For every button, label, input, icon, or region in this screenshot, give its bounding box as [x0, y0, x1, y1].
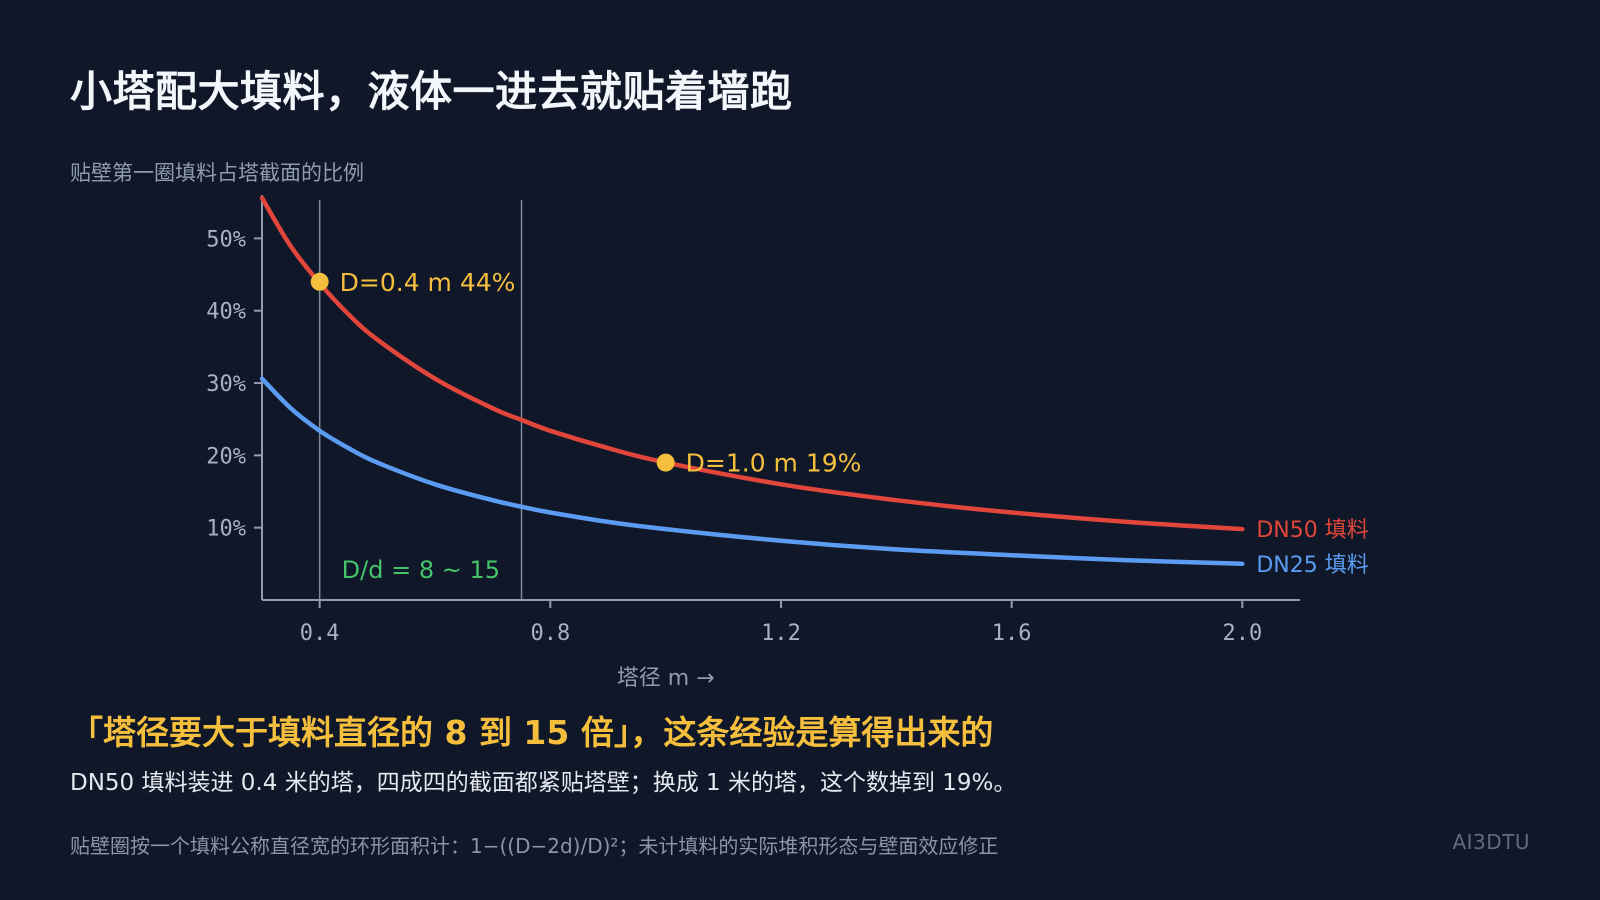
annotation-label: D=1.0 m 19% — [686, 449, 862, 478]
range-label: D/d = 8 ~ 15 — [342, 556, 500, 584]
y-tick-label: 40% — [206, 300, 246, 325]
annotation-point — [310, 272, 329, 291]
headline: 「塔径要大于填料直径的 8 到 15 倍」，这条经验是算得出来的 — [70, 713, 994, 752]
footnote: 贴壁圈按一个填料公称直径宽的环形面积计：1−((D−2d)/D)²；未计填料的实… — [70, 834, 999, 858]
series-label: DN50 填料 — [1256, 518, 1368, 543]
series-line-dn25 — [259, 376, 1245, 567]
x-axis-label: 塔径 m → — [617, 666, 715, 691]
annotation-point — [656, 453, 675, 472]
x-tick-label: 2.0 — [1222, 621, 1262, 646]
summary-text: DN50 填料装进 0.4 米的塔，四成四的截面都紧贴塔壁；换成 1 米的塔，这… — [70, 770, 1017, 796]
x-tick-label: 1.6 — [992, 621, 1032, 646]
y-tick-label: 50% — [206, 227, 246, 252]
chart: 10% 20% 30% 40% 50% 0.4 0.8 1.2 1.6 2.0 塔径 m → DN50… — [206, 195, 1369, 691]
brand-mark: AI3DTU — [1452, 830, 1530, 854]
y-tick-label: 30% — [206, 372, 246, 397]
series-line-dn50 — [259, 195, 1245, 532]
y-tick-label: 20% — [206, 444, 246, 469]
page-title: 小塔配大填料，液体一进去就贴着墙跑 — [70, 67, 793, 116]
x-tick-label: 1.2 — [761, 621, 801, 646]
series-label: DN25 填料 — [1256, 553, 1368, 578]
y-tick-label: 10% — [206, 517, 246, 542]
y-axis-label: 贴壁第一圈填料占塔截面的比例 — [70, 161, 364, 185]
annotation-label: D=0.4 m 44% — [340, 268, 516, 297]
x-tick-label: 0.8 — [530, 621, 570, 646]
x-tick-label: 0.4 — [300, 621, 340, 646]
